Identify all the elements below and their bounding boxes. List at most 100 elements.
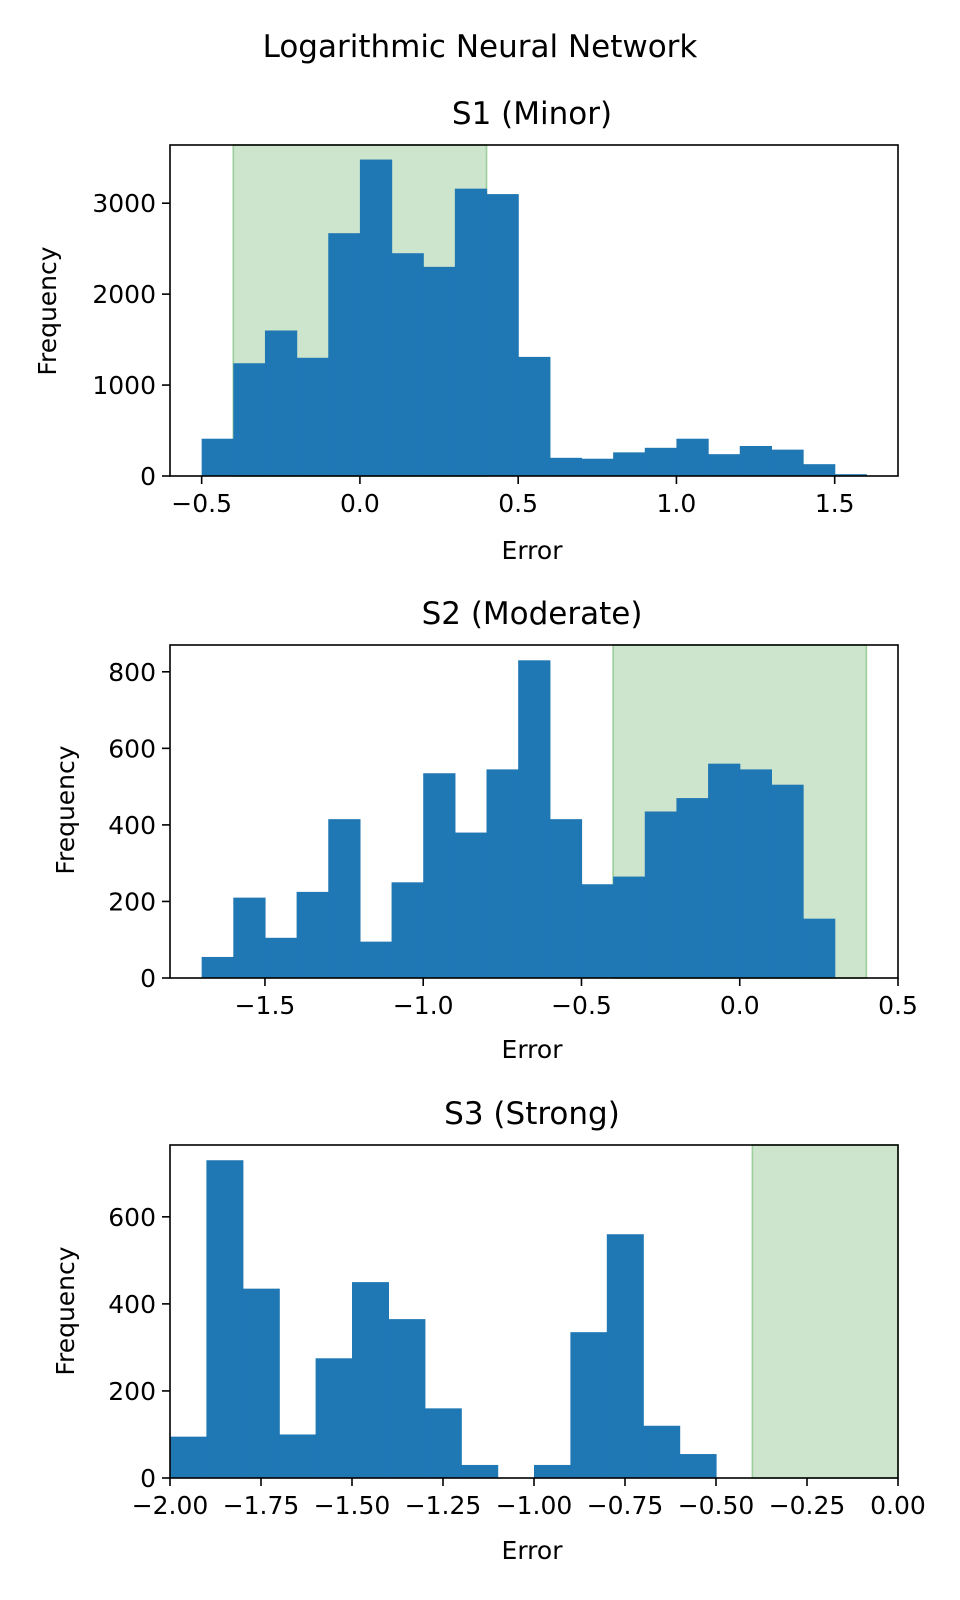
y-axis-label: Frequency [51,745,80,874]
histogram-bar [834,474,867,476]
histogram-bar [201,438,234,476]
x-tick-label: −0.5 [171,489,232,518]
histogram-bar [233,897,266,978]
histogram-bar [534,1464,571,1478]
y-tick-label: 800 [108,658,156,687]
histogram-bar [424,1408,462,1478]
histogram-bar [613,452,646,476]
y-tick-label: 0 [140,462,156,491]
histogram-bar [708,454,741,476]
histogram-bar [803,918,836,978]
histogram-bar [581,458,614,476]
histogram-bar [771,784,804,978]
histogram-bar [644,447,678,476]
x-tick-label: −1.5 [235,991,296,1020]
x-tick-label: −1.75 [223,1491,300,1520]
histogram-bar [570,1332,608,1478]
histogram-bar [486,194,519,476]
y-axis-label: Frequency [33,246,62,375]
histogram-bar [315,1358,353,1478]
histogram-bar [264,937,298,978]
x-tick-label: −1.50 [314,1491,391,1520]
y-tick-label: 200 [108,1377,156,1406]
histogram-bar [328,233,361,476]
y-tick-label: 400 [108,1290,156,1319]
x-tick-label: 0.00 [870,1491,926,1520]
y-tick-label: 400 [108,811,156,840]
histogram-bar [676,438,709,476]
plot-frame [169,644,899,979]
histogram-bar [486,769,519,978]
histogram-bar [549,819,583,978]
tolerance-band [751,1144,899,1479]
x-tick-label: 0.5 [498,489,538,518]
histogram-bar [233,363,266,476]
x-tick-label: 1.5 [815,489,855,518]
plot-frame [169,144,899,477]
histogram-bar [206,1160,244,1478]
x-tick-label: 0.0 [720,991,760,1020]
y-tick-label: 200 [108,887,156,916]
y-tick-label: 0 [140,964,156,993]
histogram-bar [708,763,741,978]
histogram-bar [676,798,709,978]
histogram-bar [359,159,393,477]
histogram-bar [391,882,424,978]
histogram-bar [679,1454,717,1478]
x-tick-label: 0.0 [340,489,380,518]
panel-title: S2 (Moderate) [422,596,643,632]
x-tick-label: −0.5 [551,991,612,1020]
histogram-bar [643,1425,681,1478]
histogram-bar [201,956,234,978]
y-tick-label: 1000 [92,371,156,400]
x-tick-label: −2.00 [132,1491,209,1520]
y-tick-label: 2000 [92,280,156,309]
x-axis-label: Error [502,536,564,565]
histogram-bar [739,445,772,476]
panel-title: S3 (Strong) [444,1096,620,1132]
histogram-bar [296,891,329,978]
histogram-bar [242,1288,280,1478]
y-axis-label: Frequency [51,1246,80,1375]
y-tick-label: 0 [140,1464,156,1493]
x-tick-label: −1.25 [405,1491,482,1520]
panel-s1: S1 (Minor) Error Frequency −0.5 0.0 0.5 1.0… [33,96,899,565]
y-tick-label: 3000 [92,189,156,218]
histogram-bar [771,449,804,476]
histogram-bar [423,773,456,978]
histogram-bar [518,660,551,978]
y-tick-label: 600 [108,1203,156,1232]
x-tick-label: −1.00 [496,1491,573,1520]
histogram-bar [803,464,836,476]
histogram-bar [461,1464,499,1478]
histogram-bar [454,832,488,978]
panel-s3: S3 (Strong) Error Frequency −2.00 −1.75 −1… [51,1096,926,1565]
histogram-bar [359,941,393,978]
histogram-bar [518,356,551,476]
histogram-bar [644,811,678,978]
histogram-bar [352,1282,389,1478]
histogram-bar [423,266,456,476]
x-tick-label: 0.5 [878,991,918,1020]
figure-suptitle: Logarithmic Neural Network [263,29,698,65]
histogram-bar [279,1434,317,1478]
histogram-bar [606,1234,644,1478]
histogram-bar [328,819,361,978]
histogram-bar [264,330,298,476]
histogram-bar [549,457,583,476]
x-tick-label: −0.50 [678,1491,755,1520]
histogram-bar [613,876,646,978]
x-tick-label: −0.25 [769,1491,846,1520]
x-tick-label: −1.0 [393,991,454,1020]
panel-s2: S2 (Moderate) Error Frequency −1.5 −1.0 −0… [51,596,918,1064]
x-axis-label: Error [502,1536,564,1565]
histogram-bar [388,1319,426,1478]
histogram-bar [391,253,424,476]
x-axis-label: Error [502,1035,564,1064]
x-tick-label: 1.0 [657,489,697,518]
y-tick-label: 600 [108,734,156,763]
panel-title: S1 (Minor) [452,96,612,132]
histogram-bar [454,188,488,476]
x-tick-label: −0.75 [587,1491,664,1520]
